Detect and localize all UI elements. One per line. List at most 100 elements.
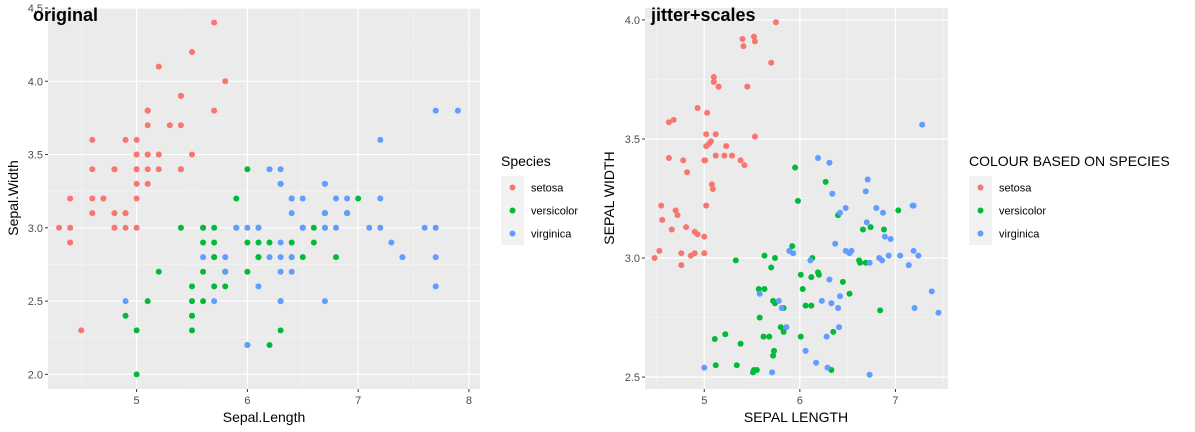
data-point-virginica	[905, 262, 912, 269]
data-point-virginica	[910, 247, 917, 254]
data-point-setosa	[133, 136, 140, 143]
data-point-versicolor	[802, 302, 809, 309]
legend-marker-setosa	[509, 184, 516, 191]
data-point-virginica	[826, 159, 833, 166]
data-point-setosa	[144, 180, 151, 187]
data-point-setosa	[133, 166, 140, 173]
data-point-versicolor	[211, 283, 218, 290]
data-point-virginica	[887, 235, 894, 242]
y-tick-label: 4.0	[625, 15, 640, 27]
data-point-versicolor	[244, 268, 251, 275]
data-point-virginica	[299, 224, 306, 231]
data-point-virginica	[836, 324, 843, 331]
data-point-versicolor	[310, 224, 317, 231]
x-tick-label: 5	[701, 395, 707, 407]
data-point-versicolor	[822, 178, 829, 185]
data-point-versicolor	[200, 239, 207, 246]
data-point-setosa	[701, 233, 708, 240]
data-point-versicolor	[771, 255, 778, 262]
data-point-virginica	[233, 224, 240, 231]
data-point-setosa	[189, 48, 195, 55]
data-point-versicolor	[750, 369, 757, 376]
data-point-virginica	[829, 190, 836, 197]
data-point-virginica	[344, 195, 351, 202]
data-point-setosa	[122, 224, 129, 231]
data-point-virginica	[919, 121, 926, 128]
data-point-virginica	[288, 210, 295, 217]
x-tick-label: 7	[355, 395, 361, 407]
data-point-versicolor	[222, 283, 229, 290]
data-point-versicolor	[133, 327, 140, 334]
data-point-versicolor	[288, 239, 295, 246]
data-point-setosa	[768, 59, 775, 66]
data-point-versicolor	[211, 254, 218, 261]
data-point-virginica	[344, 210, 351, 217]
data-point-setosa	[694, 105, 701, 112]
data-point-versicolor	[732, 257, 739, 264]
x-tick-label: 7	[892, 395, 898, 407]
data-point-setosa	[67, 224, 74, 231]
data-point-setosa	[712, 131, 719, 138]
data-point-virginica	[366, 224, 373, 231]
data-point-setosa	[701, 250, 708, 257]
data-point-virginica	[832, 240, 839, 247]
data-point-versicolor	[768, 264, 775, 271]
data-point-setosa	[706, 140, 713, 147]
data-point-virginica	[836, 293, 843, 300]
data-point-versicolor	[133, 371, 140, 378]
data-point-versicolor	[771, 347, 778, 354]
y-tick-label: 3.5	[28, 150, 43, 162]
data-point-virginica	[222, 268, 229, 275]
data-point-virginica	[881, 233, 888, 240]
data-point-setosa	[710, 74, 717, 81]
data-point-versicolor	[255, 239, 262, 246]
data-point-setosa	[744, 83, 751, 90]
data-point-virginica	[828, 300, 835, 307]
data-point-setosa	[665, 155, 672, 162]
data-point-setosa	[683, 224, 690, 231]
data-point-virginica	[910, 202, 917, 209]
y-tick-label: 2.0	[28, 369, 43, 381]
data-point-virginica	[786, 247, 793, 254]
data-point-versicolor	[189, 283, 195, 290]
y-tick-label: 2.5	[625, 372, 640, 384]
data-point-versicolor	[761, 285, 768, 292]
data-point-setosa	[133, 195, 140, 202]
data-point-virginica	[377, 136, 384, 143]
data-point-virginica	[880, 209, 887, 216]
data-point-versicolor	[211, 224, 218, 231]
data-point-setosa	[111, 210, 118, 217]
data-point-versicolor	[722, 331, 729, 338]
data-point-virginica	[897, 252, 904, 259]
data-point-virginica	[388, 239, 395, 246]
data-point-versicolor	[200, 298, 207, 305]
data-point-virginica	[935, 309, 942, 316]
data-point-virginica	[813, 359, 820, 366]
data-point-setosa	[751, 38, 758, 45]
data-point-virginica	[879, 257, 886, 264]
data-point-setosa	[111, 166, 118, 173]
data-point-virginica	[333, 224, 339, 231]
data-point-virginica	[775, 297, 782, 304]
data-point-versicolor	[760, 333, 767, 340]
data-point-virginica	[122, 298, 129, 305]
legend-label-setosa: setosa	[999, 183, 1032, 195]
chart-panel-2: 5 6 7 2.5 3.0 3.5 4.0 jitter+scales SEPAL LENGTH…	[601, 5, 1170, 425]
data-point-versicolor	[846, 290, 853, 297]
data-point-setosa	[710, 78, 717, 85]
chart-title: jitter+scales	[650, 5, 756, 25]
data-point-versicolor	[144, 298, 151, 305]
data-point-virginica	[836, 209, 843, 216]
legend-marker-virginica	[977, 230, 984, 237]
data-point-versicolor	[756, 314, 763, 321]
data-point-virginica	[824, 364, 831, 371]
data-point-versicolor	[266, 239, 273, 246]
data-point-virginica	[222, 254, 229, 261]
data-point-versicolor	[122, 312, 129, 319]
legend: Species setosa versicolor virginica	[501, 153, 578, 245]
data-point-virginica	[299, 195, 306, 202]
data-point-setosa	[67, 195, 74, 202]
data-point-virginica	[266, 254, 273, 261]
data-point-setosa	[712, 152, 719, 159]
